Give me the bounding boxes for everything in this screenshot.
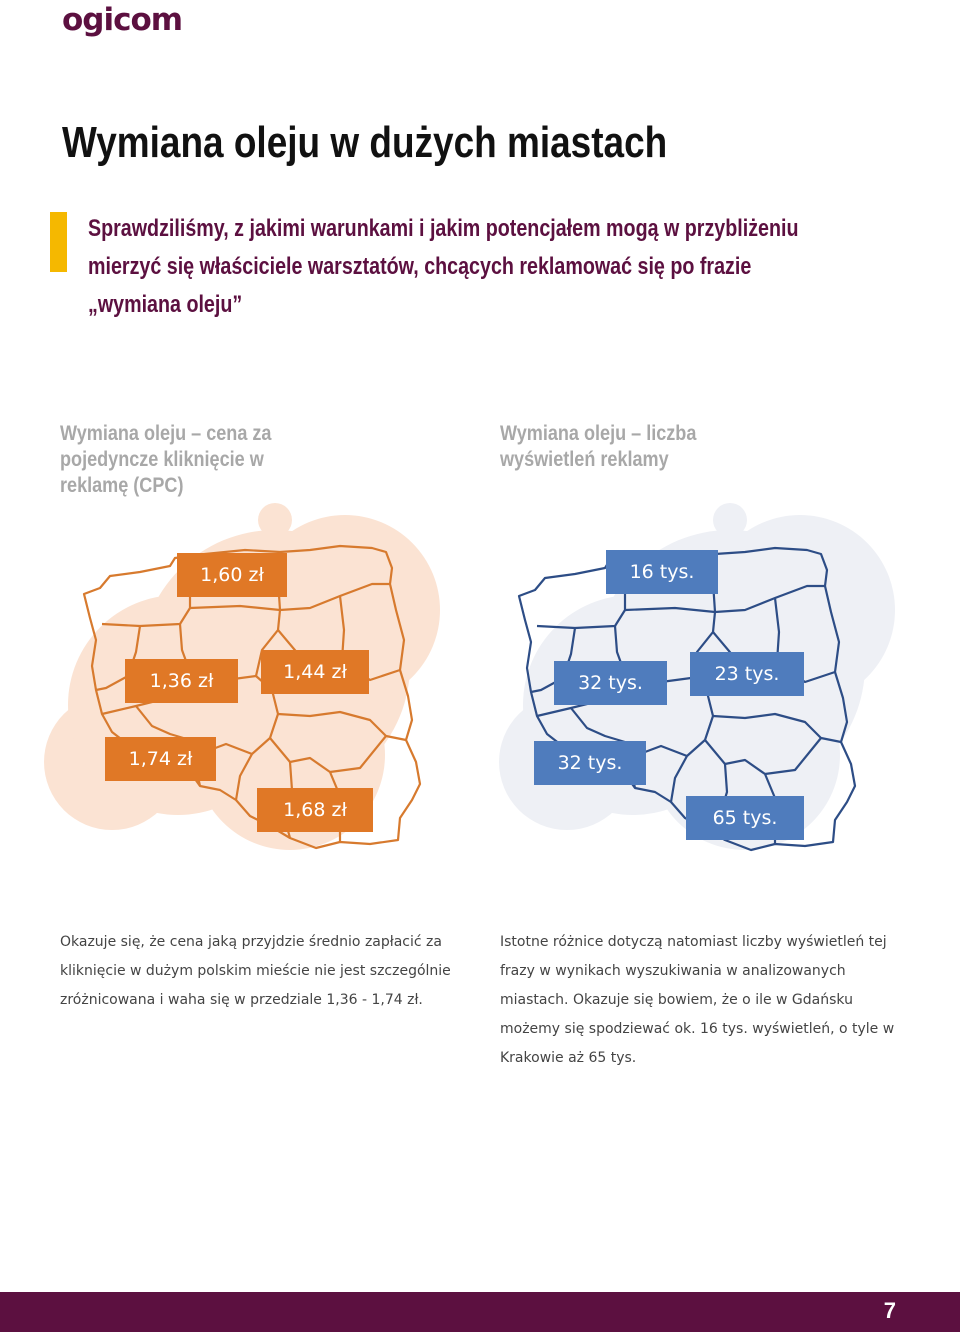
impressions-description: Istotne różnice dotyczą natomiast liczby… <box>500 934 895 1066</box>
cpc-label-wroclaw: 1,74 zł <box>105 737 216 781</box>
impressions-label-gdansk: 16 tys. <box>606 550 718 594</box>
impressions-label-warszawa: 23 tys. <box>690 652 804 696</box>
page-title: Wymiana oleju w dużych miastach <box>62 118 668 167</box>
impressions-label-poznan: 32 tys. <box>554 661 667 705</box>
cpc-label-poznan: 1,36 zł <box>125 659 238 703</box>
cpc-label-warszawa: 1,44 zł <box>261 650 369 694</box>
impressions-label-wroclaw: 32 tys. <box>534 741 646 785</box>
cpc-subtitle: Wymiana oleju – cena za pojedyncze klikn… <box>60 422 272 497</box>
impressions-label-krakow: 65 tys. <box>686 796 804 840</box>
intro-text: Sprawdziliśmy, z jakimi warunkami i jaki… <box>88 215 799 318</box>
cpc-description: Okazuje się, że cena jaką przyjdzie śred… <box>60 934 451 1008</box>
ogicom-logo: ogicom <box>62 2 183 38</box>
impressions-subtitle: Wymiana oleju – liczba wyświetleń reklam… <box>500 422 697 471</box>
page-number: 7 <box>883 1298 896 1323</box>
intro-accent-bar <box>50 212 67 272</box>
page-footer: 7 <box>0 1292 960 1332</box>
cpc-label-krakow: 1,68 zł <box>257 788 373 832</box>
cpc-label-gdansk: 1,60 zł <box>177 553 287 597</box>
